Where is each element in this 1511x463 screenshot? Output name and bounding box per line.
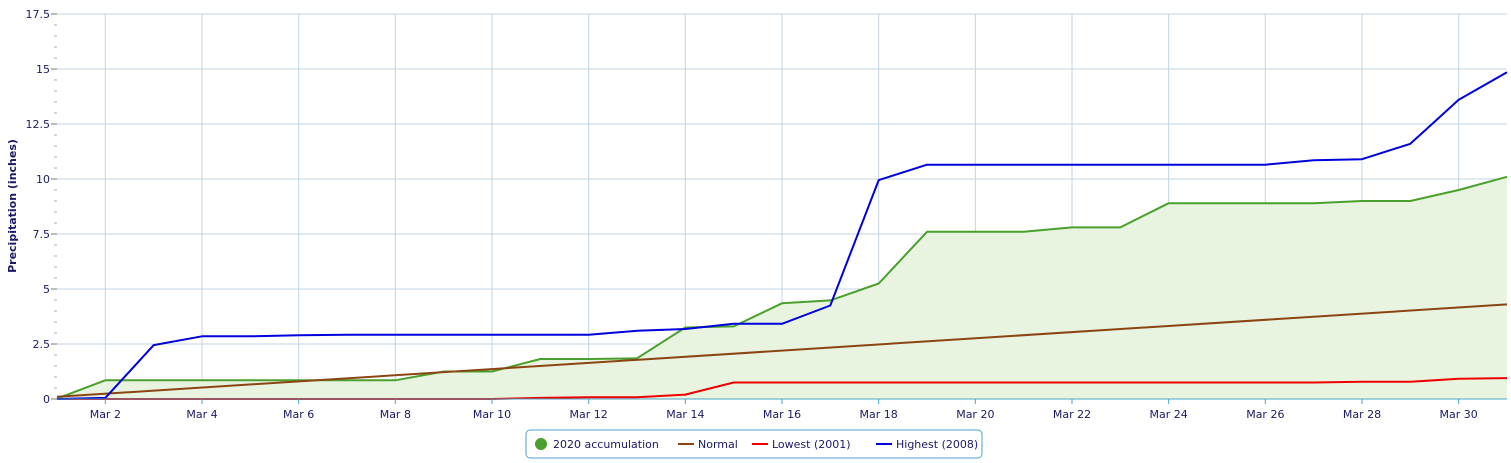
x-tick-label: Mar 16	[763, 408, 801, 421]
x-tick-label: Mar 18	[860, 408, 898, 421]
y-tick-label: 12.5	[26, 118, 51, 131]
y-axis-label: Precipitation (inches)	[6, 139, 19, 273]
series-line-2020-accumulation	[56, 175, 1508, 400]
x-tick-label: Mar 2	[90, 408, 121, 421]
x-tick-label: Mar 4	[186, 408, 217, 421]
x-tick-label: Mar 8	[380, 408, 411, 421]
y-tick-label: 10	[36, 173, 50, 186]
x-tick-label: Mar 30	[1440, 408, 1478, 421]
legend-item-highest-2008[interactable]: Highest (2008)	[876, 438, 978, 451]
axes	[51, 13, 1507, 404]
series-line-normal	[56, 303, 1508, 398]
y-tick-label: 17.5	[26, 8, 51, 21]
legend-item-2020-accumulation[interactable]: 2020 accumulation	[535, 438, 659, 451]
y-tick-label: 0	[43, 393, 50, 406]
x-tick-label: Mar 28	[1343, 408, 1381, 421]
y-tick-label: 15	[36, 63, 50, 76]
x-axis-tick-labels: Mar 2 Mar 4 Mar 6 Mar 8 Mar 10 Mar 12 Mar 14 Ma…	[90, 408, 1478, 421]
x-tick-label: Mar 10	[473, 408, 511, 421]
x-tick-label: Mar 14	[666, 408, 704, 421]
legend-label: Normal	[698, 438, 738, 451]
y-tick-label: 7.5	[33, 228, 51, 241]
legend-item-lowest-2001[interactable]: Lowest (2001)	[752, 438, 851, 451]
legend-label: Lowest (2001)	[772, 438, 851, 451]
x-tick-label: Mar 26	[1246, 408, 1284, 421]
legend: 2020 accumulation Normal Lowest (2001) High…	[525, 429, 983, 459]
y-tick-label: 5	[43, 283, 50, 296]
x-tick-label: Mar 20	[956, 408, 994, 421]
y-axis-tick-labels: 0 2.5 5 7.5 10 12.5 15 17.5	[26, 8, 51, 406]
series-area-2020-accumulation	[57, 176, 1507, 399]
y-tick-label: 2.5	[33, 338, 51, 351]
legend-item-normal[interactable]: Normal	[678, 438, 738, 451]
x-tick-label: Mar 12	[570, 408, 608, 421]
legend-marker	[535, 438, 547, 450]
legend-label: Highest (2008)	[896, 438, 978, 451]
x-tick-label: Mar 22	[1053, 408, 1091, 421]
x-tick-label: Mar 24	[1150, 408, 1188, 421]
legend-label: 2020 accumulation	[553, 438, 659, 451]
area-layer	[57, 176, 1507, 399]
series-line-highest-2008	[56, 71, 1508, 400]
x-tick-label: Mar 6	[283, 408, 314, 421]
